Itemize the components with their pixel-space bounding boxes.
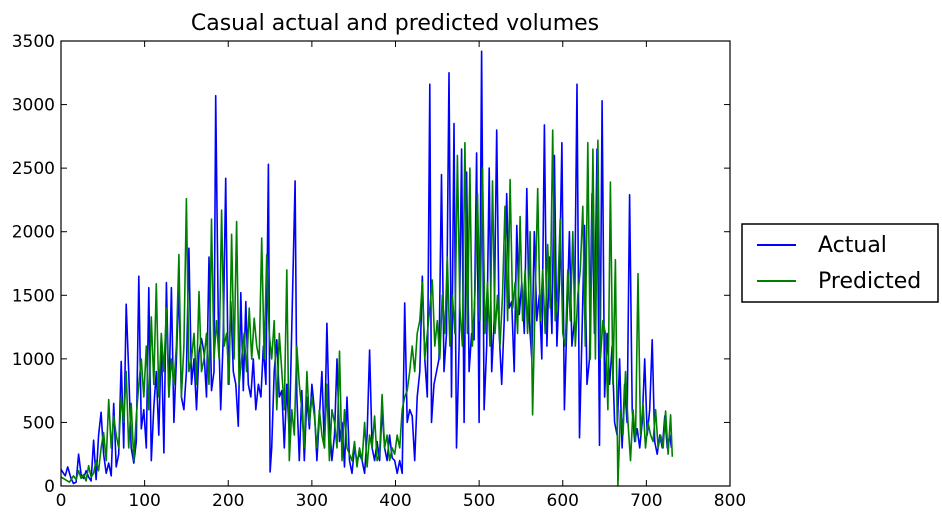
y-tick-label: 3000 <box>12 96 55 116</box>
legend: Actual Predicted <box>741 223 939 303</box>
series-line-predicted <box>60 129 674 487</box>
x-tick-label: 700 <box>630 491 662 511</box>
y-tick-label: 3500 <box>12 32 55 52</box>
legend-label-predicted: Predicted <box>818 269 921 294</box>
y-tick-label: 2000 <box>12 223 55 243</box>
y-tick-label: 500 <box>23 413 55 433</box>
y-tick-label: 0 <box>44 477 55 497</box>
y-tick-label: 2500 <box>12 159 55 179</box>
axes-layer: 0 100 200 300 400 500 600 700 800 0 500 1000 1500 200… <box>12 32 746 511</box>
x-tick-label: 0 <box>56 491 67 511</box>
x-tick-label: 800 <box>714 491 746 511</box>
series-layer <box>60 50 674 487</box>
legend-frame <box>741 223 939 303</box>
x-tick-label: 200 <box>212 491 244 511</box>
x-tick-label: 100 <box>128 491 160 511</box>
y-tick-label: 1500 <box>12 286 55 306</box>
x-tick-label: 300 <box>296 491 328 511</box>
x-tick-label: 600 <box>547 491 579 511</box>
x-tick-label: 500 <box>463 491 495 511</box>
chart-title: Casual actual and predicted volumes <box>191 11 599 36</box>
y-tick-label: 1000 <box>12 350 55 370</box>
x-tick-label: 400 <box>379 491 411 511</box>
legend-label-actual: Actual <box>818 233 887 258</box>
